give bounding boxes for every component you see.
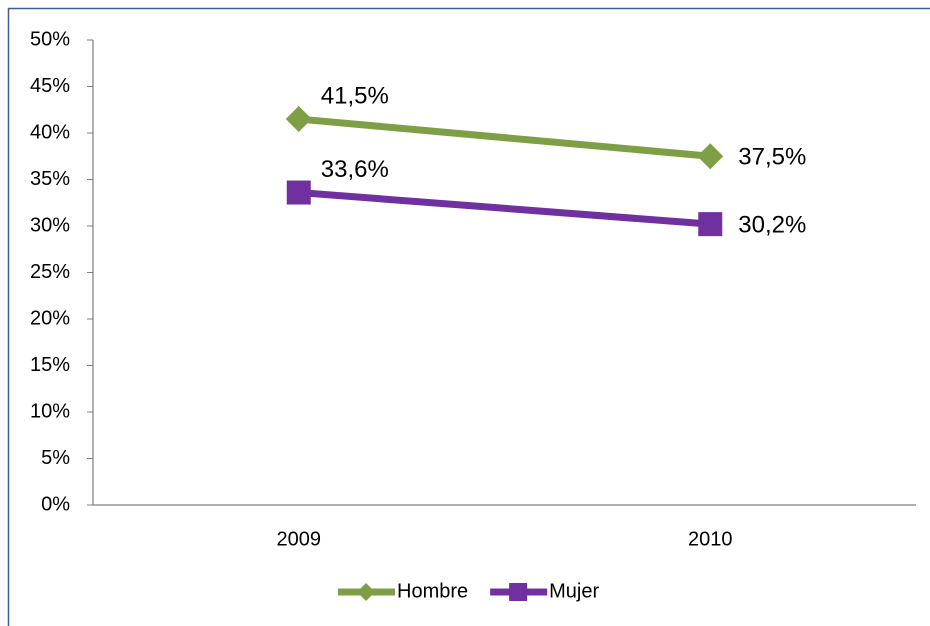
data-label: 37,5% [738,144,806,171]
y-tick-label: 5% [41,447,70,469]
y-tick-label: 20% [30,307,70,329]
data-label: 30,2% [738,211,806,238]
y-tick-label: 25% [30,261,70,283]
data-point [285,106,312,133]
y-tick-label: 15% [30,354,70,376]
series-line [298,189,711,228]
legend-label: Mujer [549,580,599,602]
y-tick-label: 0% [41,493,70,515]
data-label: 41,5% [321,82,389,109]
data-label: 33,6% [321,156,389,183]
legend-marker [509,583,528,601]
data-point [698,212,723,237]
y-tick-label: 30% [30,214,70,236]
chart-border [7,7,930,626]
y-tick-label: 10% [30,400,70,422]
y-tick-label: 45% [30,75,70,97]
y-tick-label: 40% [30,121,70,143]
y-tick-label: 50% [30,28,70,50]
x-tick-label: 2009 [277,528,322,550]
legend-label: Hombre [397,580,468,602]
x-tick-label: 2010 [688,528,733,550]
data-point [697,143,724,170]
y-tick-label: 35% [30,168,70,190]
legend-marker [357,583,375,601]
series-line [298,115,711,160]
data-point [286,180,311,205]
